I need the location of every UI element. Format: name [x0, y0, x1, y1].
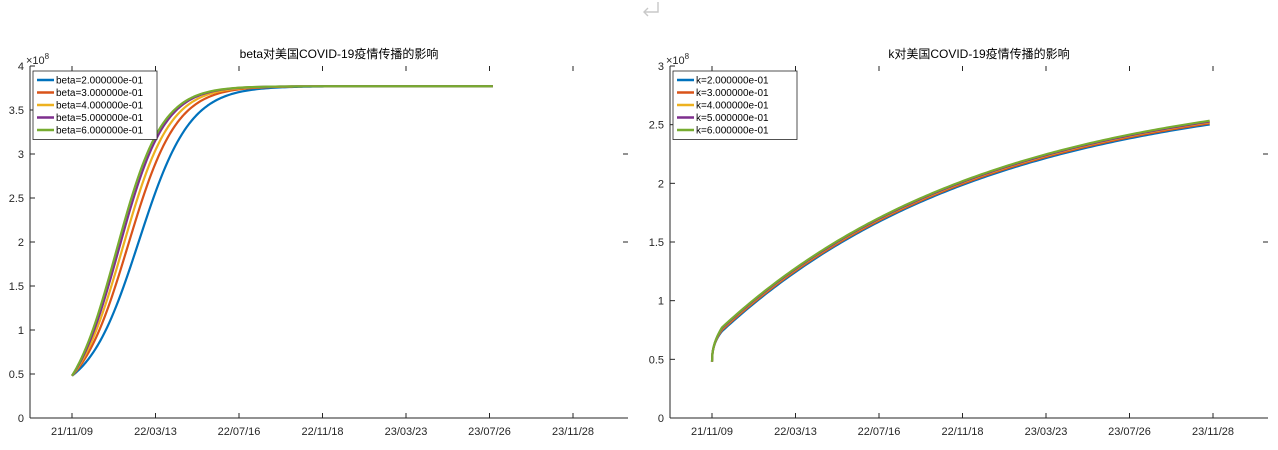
series-line-1: [710, 123, 1210, 362]
y-tick-label: 0.5: [649, 354, 664, 366]
y-tick-label: 1.5: [9, 281, 24, 293]
y-tick-label: 3: [18, 149, 24, 161]
x-tick-label: 23/07/26: [1108, 426, 1151, 438]
y-tick-label: 1.5: [649, 237, 664, 249]
series-line-5: [710, 119, 1210, 362]
x-tick-label: 22/03/13: [134, 426, 177, 438]
chart-title: beta对美国COVID-19疫情传播的影响: [240, 46, 439, 61]
x-tick-label: 22/03/13: [774, 426, 817, 438]
legend-entry: k=5.000000e-01: [696, 113, 769, 124]
series-line-4: [710, 120, 1210, 362]
x-tick-label: 23/03/23: [1025, 426, 1068, 438]
legend-entry: beta=4.000000e-01: [56, 101, 143, 112]
y-tick-label: 2: [18, 237, 24, 249]
y-tick-label: 0.5: [9, 369, 24, 381]
x-tick-label: 23/11/28: [1192, 426, 1234, 438]
legend-entry: k=4.000000e-01: [696, 101, 769, 112]
x-tick-label: 22/07/16: [218, 426, 261, 438]
x-tick-label: 22/11/18: [301, 426, 343, 438]
y-exponent-label: ×108: [26, 52, 50, 67]
y-tick-label: 0: [18, 413, 24, 425]
y-tick-label: 3.5: [9, 105, 24, 117]
legend-entry: beta=3.000000e-01: [56, 88, 143, 99]
y-tick-label: 3: [658, 61, 664, 73]
chart-panel-2: 0 0.5 1 1.5 2 2.5 3 21/11/09 22/03/13 22/07/16 22/…: [649, 46, 1268, 438]
x-tick-label: 22/11/18: [941, 426, 983, 438]
legend-entry: beta=5.000000e-01: [56, 113, 143, 124]
series-line-3: [710, 121, 1210, 362]
x-tick-label: 21/11/09: [691, 426, 733, 438]
y-tick-label: 1: [18, 325, 24, 337]
legend-entry: k=3.000000e-01: [696, 88, 769, 99]
x-tick-label: 21/11/09: [51, 426, 93, 438]
chart-panel-1: 0 0.5 1 1.5 2 2.5 3 3.5 4 21/11/09 22/03/13 22/07/1…: [9, 46, 628, 438]
y-tick-label: 2: [658, 178, 664, 190]
y-exponent-label: ×108: [666, 52, 690, 67]
return-arrow-icon: [643, 2, 659, 17]
y-tick-label: 4: [18, 61, 24, 73]
chart-title: k对美国COVID-19疫情传播的影响: [888, 46, 1069, 61]
legend-entry: k=2.000000e-01: [696, 76, 769, 87]
y-tick-label: 0: [658, 413, 664, 425]
x-tick-label: 22/07/16: [858, 426, 901, 438]
y-tick-label: 1: [658, 296, 664, 308]
legend-entry: beta=2.000000e-01: [56, 76, 143, 87]
series-line-5: [71, 85, 493, 377]
series-line-2: [710, 122, 1210, 362]
y-tick-label: 2.5: [649, 120, 664, 132]
legend-entry: beta=6.000000e-01: [56, 126, 143, 137]
y-tick-label: 2.5: [9, 193, 24, 205]
x-tick-label: 23/11/28: [552, 426, 594, 438]
x-tick-label: 23/03/23: [385, 426, 428, 438]
legend-entry: k=6.000000e-01: [696, 126, 769, 137]
x-tick-label: 23/07/26: [468, 426, 511, 438]
